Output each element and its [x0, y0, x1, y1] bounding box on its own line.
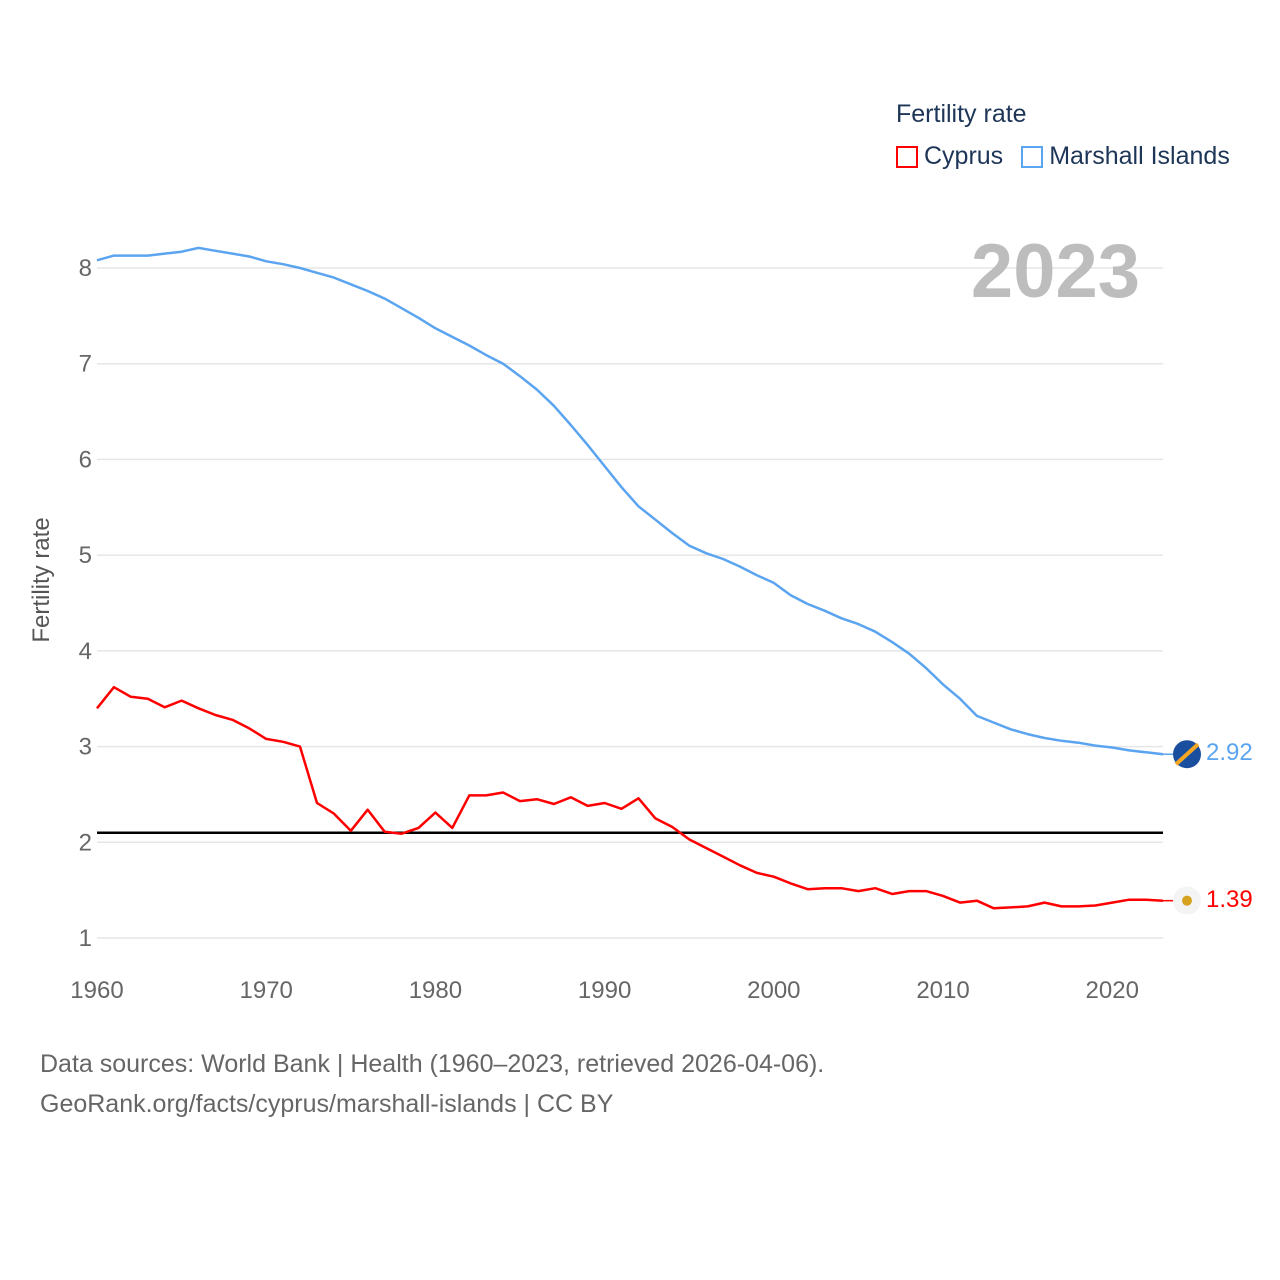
series-line-marshall-islands	[96, 246, 1164, 756]
series-line-cyprus	[96, 685, 1164, 910]
y-tick-label: 4	[79, 638, 92, 665]
legend-swatch	[1021, 145, 1044, 168]
legend-label: Marshall Islands	[1049, 142, 1230, 170]
x-tick-label: 2000	[747, 977, 800, 1004]
flag-stripe	[1174, 742, 1200, 766]
y-tick-label: 6	[79, 446, 92, 473]
y-axis-label: Fertility rate	[28, 517, 55, 643]
x-tick-label: 1970	[240, 977, 293, 1004]
legend-item-cyprus[interactable]: Cyprus	[896, 142, 1003, 171]
legend-swatch	[896, 145, 918, 168]
source-note: Data sources: World Bank | Health (1960–…	[40, 1044, 824, 1124]
x-tick-label: 1990	[578, 977, 631, 1004]
legend-title: Fertility rate	[896, 100, 1027, 128]
end-label-cyprus: 1.39	[1206, 885, 1253, 913]
legend: Cyprus Marshall Islands	[896, 142, 1230, 171]
x-tick-label: 2010	[916, 977, 969, 1004]
source-link[interactable]: GeoRank.org/facts/cyprus/marshall-island…	[40, 1090, 614, 1118]
y-tick-label: 3	[79, 734, 92, 761]
y-tick-label: 5	[79, 542, 92, 569]
flag-map	[1182, 895, 1192, 906]
legend-item-marshall-islands[interactable]: Marshall Islands	[1021, 142, 1230, 171]
y-tick-label: 7	[79, 351, 92, 378]
y-tick-label: 1	[79, 925, 92, 952]
y-tick-label: 8	[79, 255, 92, 282]
y-tick-label: 2	[79, 829, 92, 856]
x-tick-label: 1980	[409, 977, 462, 1004]
x-tick-label: 1960	[70, 977, 123, 1004]
end-label-marshall-islands: 2.92	[1206, 739, 1253, 767]
year-label: 2023	[970, 229, 1140, 314]
legend-label: Cyprus	[924, 142, 1004, 170]
source-line: Data sources: World Bank | Health (1960–…	[40, 1050, 825, 1078]
x-tick-label: 2020	[1086, 977, 1139, 1004]
